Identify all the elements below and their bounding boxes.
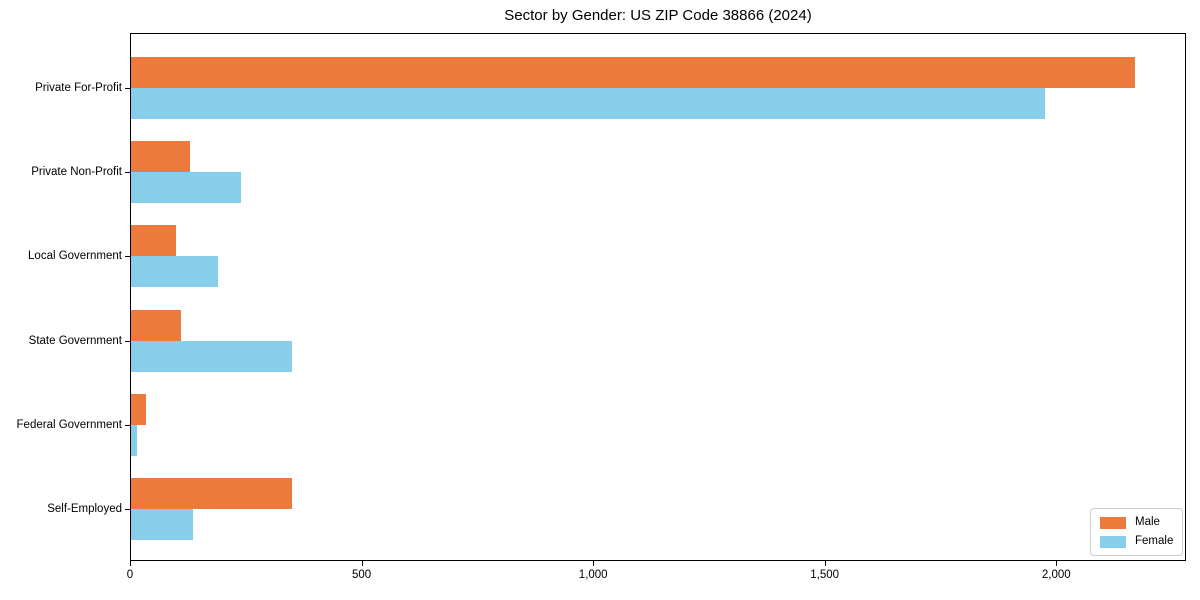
x-tick-0 xyxy=(130,561,131,566)
x-tick-label-4: 2,000 xyxy=(1041,569,1071,581)
x-tick-2 xyxy=(593,561,595,566)
y-tick-2 xyxy=(125,256,130,258)
legend-label-female: Female xyxy=(1135,535,1174,547)
x-tick-label-3: 1,500 xyxy=(810,569,840,581)
x-tick-3 xyxy=(824,561,826,566)
bar-female-1 xyxy=(130,172,242,204)
y-tick-5 xyxy=(125,509,130,510)
x-tick-label-1: 500 xyxy=(352,569,372,581)
legend-item-female: Female xyxy=(1100,535,1173,548)
legend: Male Female xyxy=(1090,508,1184,556)
legend-label-male: Male xyxy=(1135,516,1160,528)
bar-male-4 xyxy=(130,393,147,425)
y-tick-3 xyxy=(125,340,130,342)
bar-female-0 xyxy=(130,88,1045,119)
y-label-0: Private For-Profit xyxy=(35,82,122,94)
bar-male-2 xyxy=(130,225,177,257)
male-color-swatch xyxy=(1100,516,1126,529)
x-tick-label-0: 0 xyxy=(126,569,134,581)
x-tick-label-2: 1,000 xyxy=(578,569,608,581)
y-label-5: Self-Employed xyxy=(47,503,122,515)
y-tick-1 xyxy=(125,172,130,174)
legend-item-male: Male xyxy=(1100,516,1173,529)
y-tick-4 xyxy=(125,424,130,426)
bar-male-1 xyxy=(130,141,191,173)
female-color-swatch xyxy=(1100,535,1126,548)
bar-male-3 xyxy=(130,309,181,341)
y-label-4: Federal Government xyxy=(16,418,122,431)
x-tick-1 xyxy=(361,561,363,566)
chart-title: Sector by Gender: US ZIP Code 38866 (202… xyxy=(504,7,812,24)
y-tick-0 xyxy=(125,88,130,89)
bar-female-3 xyxy=(130,340,293,372)
bar-female-5 xyxy=(130,509,193,540)
bar-female-4 xyxy=(130,424,137,456)
x-tick-4 xyxy=(1056,561,1058,566)
bar-male-0 xyxy=(130,57,1136,88)
bar-female-2 xyxy=(130,256,218,288)
y-label-1: Private Non-Profit xyxy=(31,166,122,179)
bar-male-5 xyxy=(130,478,293,509)
plot-area xyxy=(130,33,1186,561)
y-label-2: Local Government xyxy=(28,250,122,263)
y-label-3: State Government xyxy=(28,334,122,347)
